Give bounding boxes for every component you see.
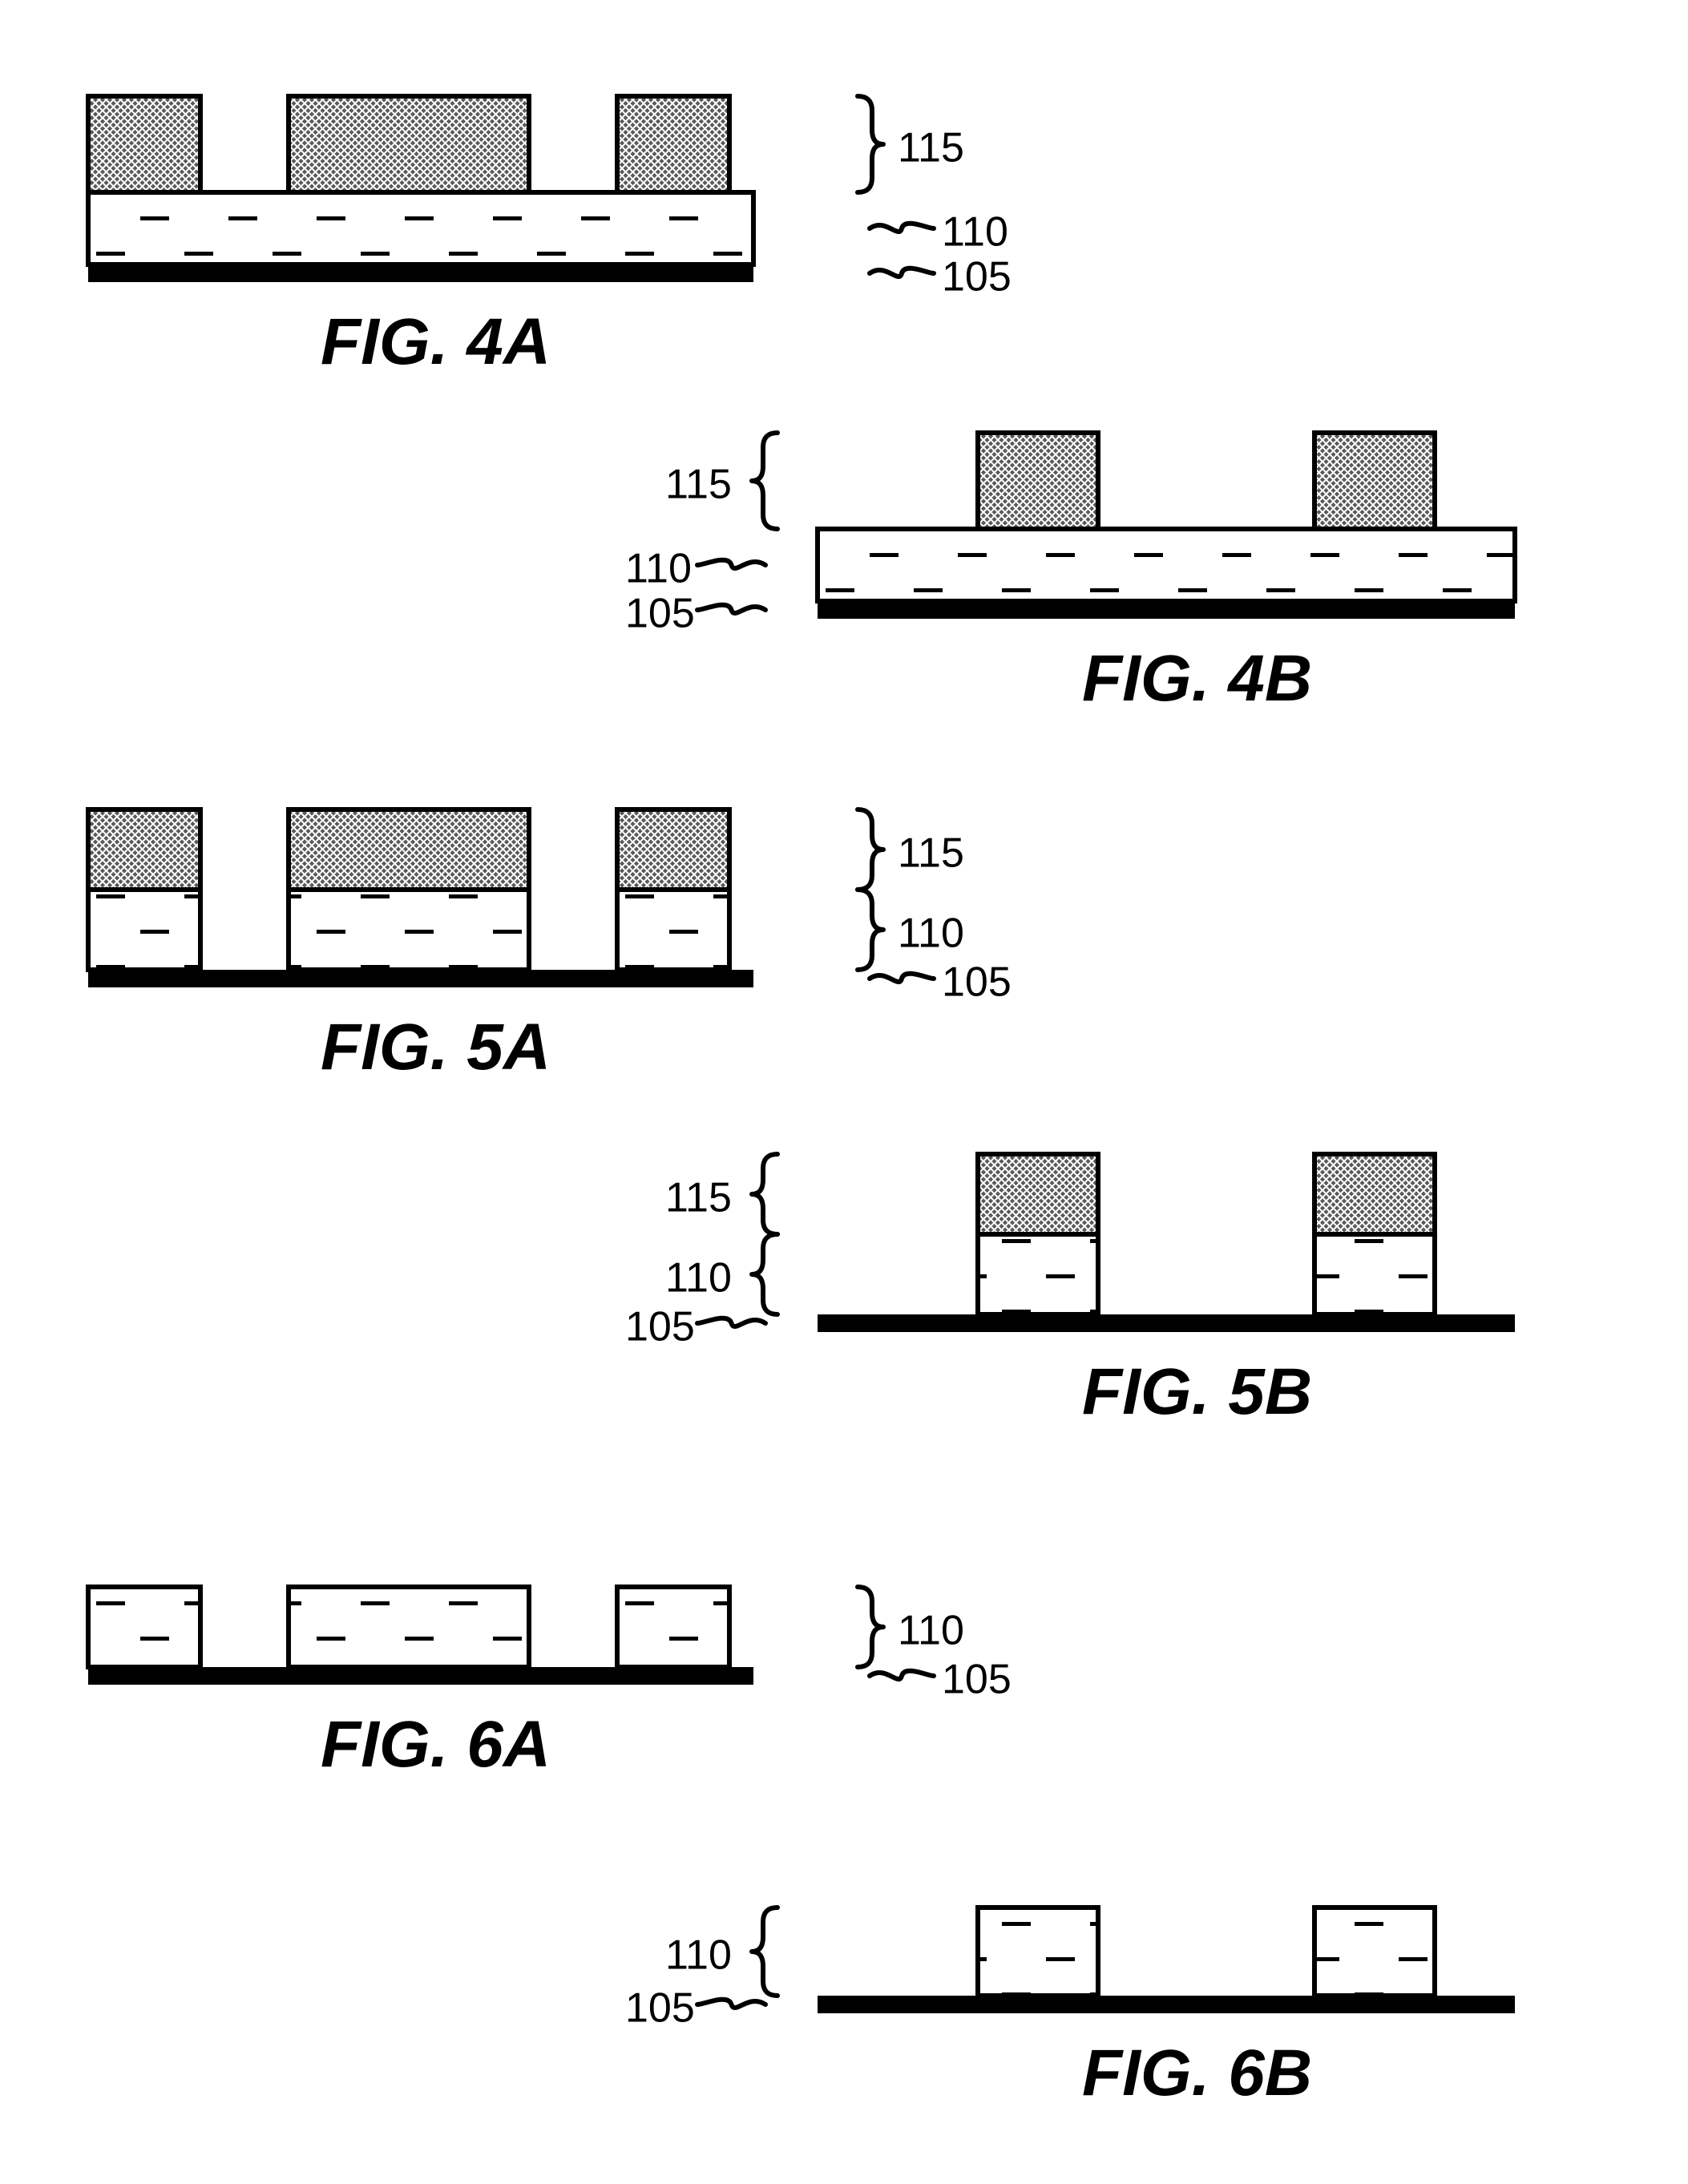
svg-text:110: 110 xyxy=(898,910,964,957)
svg-text:105: 105 xyxy=(625,1304,695,1350)
svg-text:105: 105 xyxy=(625,591,695,637)
figure-f5a: 115 110105 xyxy=(88,809,1012,1006)
caption-fig-4a: FIG. 4A xyxy=(321,305,551,380)
caption-fig-6b: FIG. 6B xyxy=(1082,2036,1312,2111)
svg-text:115: 115 xyxy=(898,125,964,172)
svg-text:115: 115 xyxy=(665,462,732,508)
svg-text:115: 115 xyxy=(898,830,964,877)
svg-text:105: 105 xyxy=(942,254,1012,301)
svg-text:105: 105 xyxy=(625,1985,695,2032)
svg-text:115: 115 xyxy=(665,1175,732,1221)
figure-f4a: 115 110105 xyxy=(88,96,1012,301)
svg-text:105: 105 xyxy=(942,959,1012,1006)
svg-text:105: 105 xyxy=(942,1657,1012,1703)
svg-text:110: 110 xyxy=(665,1932,732,1979)
figure-f5b: 115 110105 xyxy=(625,1154,1515,1350)
figure-f4b: 115 110105 xyxy=(625,433,1515,637)
caption-fig-4b: FIG. 4B xyxy=(1082,641,1312,717)
figure-f6b: 110105 xyxy=(625,1907,1515,2032)
caption-fig-6a: FIG. 6A xyxy=(321,1707,551,1782)
patent-figure-sheet: 1151101051151101051151101051151101051101… xyxy=(0,0,1688,2184)
svg-text:110: 110 xyxy=(625,546,692,592)
svg-text:110: 110 xyxy=(942,209,1008,256)
svg-text:110: 110 xyxy=(898,1608,964,1654)
caption-fig-5b: FIG. 5B xyxy=(1082,1354,1312,1430)
caption-fig-5a: FIG. 5A xyxy=(321,1010,551,1085)
svg-text:110: 110 xyxy=(665,1255,732,1302)
figure-f6a: 110105 xyxy=(88,1587,1012,1703)
